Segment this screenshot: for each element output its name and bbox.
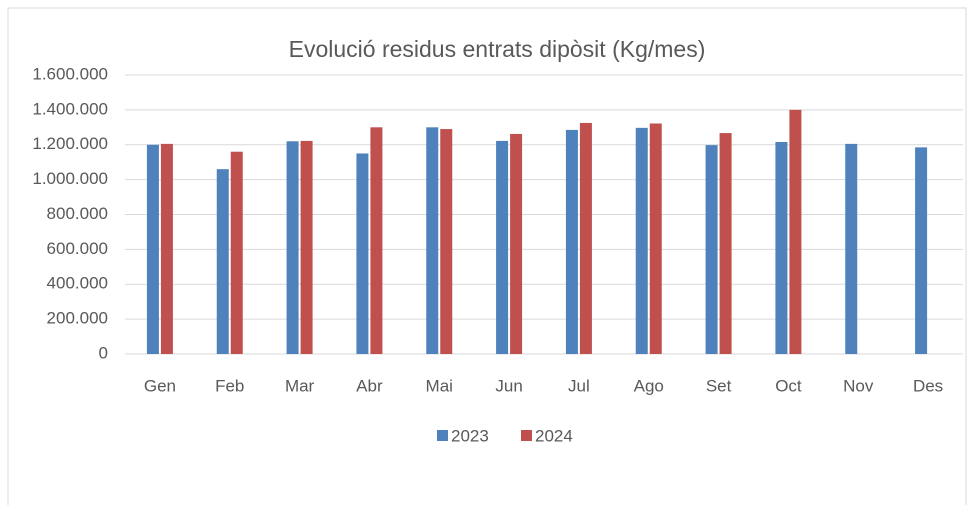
y-tick-label: 200.000 bbox=[47, 309, 108, 328]
y-tick-label: 0 bbox=[99, 343, 108, 362]
x-tick-label: Abr bbox=[356, 376, 383, 395]
legend-swatch bbox=[437, 430, 448, 441]
bar bbox=[775, 141, 788, 354]
x-tick-label: Feb bbox=[215, 376, 244, 395]
bar bbox=[440, 129, 453, 354]
bar bbox=[719, 133, 732, 354]
bar bbox=[649, 123, 662, 354]
x-tick-label: Mai bbox=[426, 376, 453, 395]
x-tick-label: Gen bbox=[144, 376, 176, 395]
x-tick-label: Mar bbox=[285, 376, 315, 395]
x-tick-label: Nov bbox=[843, 376, 874, 395]
bar bbox=[286, 141, 299, 354]
x-tick-label: Des bbox=[913, 376, 943, 395]
bar bbox=[845, 143, 858, 354]
legend-label: 2024 bbox=[535, 426, 573, 445]
chart-border bbox=[7, 7, 967, 505]
bar bbox=[160, 143, 173, 354]
bar bbox=[426, 127, 439, 354]
bar bbox=[705, 145, 718, 354]
x-tick-label: Ago bbox=[634, 376, 664, 395]
bar bbox=[915, 147, 928, 354]
bar bbox=[300, 140, 313, 354]
legend-label: 2023 bbox=[451, 426, 489, 445]
bar bbox=[216, 169, 229, 354]
y-tick-label: 800.000 bbox=[47, 204, 108, 223]
x-tick-label: Jun bbox=[495, 376, 522, 395]
bar bbox=[356, 153, 369, 354]
bar bbox=[579, 122, 592, 354]
y-tick-label: 1.600.000 bbox=[32, 64, 108, 83]
y-tick-label: 1.200.000 bbox=[32, 134, 108, 153]
bar bbox=[565, 129, 578, 354]
x-tick-label: Jul bbox=[568, 376, 590, 395]
bar bbox=[370, 127, 383, 354]
x-tick-label: Oct bbox=[775, 376, 802, 395]
y-tick-label: 1.400.000 bbox=[32, 99, 108, 118]
y-tick-label: 1.000.000 bbox=[32, 169, 108, 188]
bar bbox=[146, 144, 159, 354]
bar bbox=[496, 140, 509, 354]
y-tick-label: 400.000 bbox=[47, 274, 108, 293]
bar bbox=[510, 133, 523, 354]
y-tick-label: 600.000 bbox=[47, 239, 108, 258]
bar bbox=[230, 151, 243, 354]
x-tick-label: Set bbox=[706, 376, 732, 395]
legend-swatch bbox=[521, 430, 532, 441]
bar bbox=[789, 109, 802, 354]
chart-title: Evolució residus entrats dipòsit (Kg/mes… bbox=[289, 36, 706, 62]
bar bbox=[635, 127, 648, 354]
